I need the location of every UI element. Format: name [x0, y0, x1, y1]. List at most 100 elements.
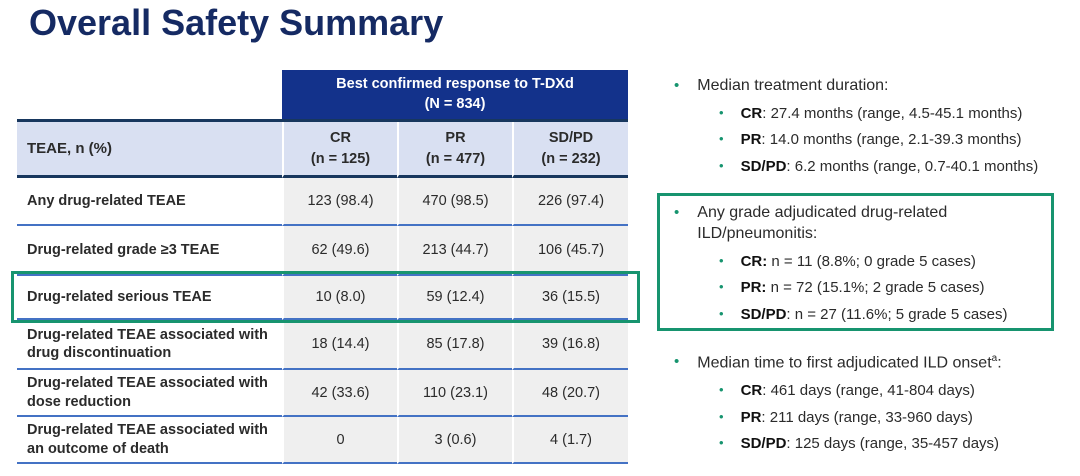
bullet-sub-text: CR: 461 days (range, 41-804 days): [741, 381, 975, 401]
bullet-icon: •: [719, 382, 724, 398]
bullet-sub-text: SD/PD: 125 days (range, 35-457 days): [741, 434, 999, 454]
page-title: Overall Safety Summary: [29, 2, 444, 43]
table-corner-spacer: [17, 70, 282, 122]
table-cell: 36 (15.5): [512, 276, 628, 320]
bullet-sub-item: • CR: 27.4 months (range, 4.5-45.1 month…: [719, 104, 1080, 124]
table-cell: 226 (97.4): [512, 178, 628, 226]
bullet-head-text: Median time to first adjudicated ILD ons…: [697, 352, 1001, 374]
column-header-cr-line2: (n = 125): [310, 150, 371, 167]
bullet-sub-text: SD/PD: 6.2 months (range, 0.7-40.1 month…: [741, 157, 1039, 177]
table-cell: 4 (1.7): [512, 417, 628, 464]
safety-summary-table: Best confirmed response to T-DXd (N = 83…: [17, 70, 628, 464]
table-cell: 39 (16.8): [512, 320, 628, 370]
response-value: : 14.0 months (range, 2.1-39.3 months): [761, 131, 1022, 149]
table-row-label: Drug-related TEAE associated with an out…: [17, 417, 282, 464]
bullet-head: • Median time to first adjudicated ILD o…: [674, 352, 1080, 374]
response-label: PR: [740, 408, 762, 426]
bullet-sub-item: • SD/PD: 6.2 months (range, 0.7-40.1 mon…: [719, 157, 1080, 177]
response-label: PR: [740, 131, 762, 149]
footnote-marker: a: [991, 353, 998, 364]
bullet-icon: •: [719, 131, 724, 147]
table-row-label: Any drug-related TEAE: [17, 178, 282, 226]
column-header-pr-line2: (n = 477): [425, 150, 486, 167]
response-value: : 125 days (range, 35-457 days): [786, 435, 1000, 453]
bullet-sub-text: PR: n = 72 (15.1%; 2 grade 5 cases): [741, 278, 985, 298]
column-header-teae: TEAE, n (%): [17, 122, 282, 178]
response-label: SD/PD: [740, 305, 787, 323]
response-label: SD/PD: [740, 157, 787, 175]
bullet-head: • Any grade adjudicated drug-related ILD…: [674, 203, 1047, 245]
span-header-line2: (N = 834): [424, 95, 486, 112]
response-label: SD/PD: [740, 435, 787, 453]
table-cell: 0: [282, 417, 397, 464]
bullet-icon: •: [719, 104, 724, 120]
table-cell: 18 (14.4): [282, 320, 397, 370]
response-label: PR:: [740, 279, 767, 297]
response-label: CR:: [740, 252, 768, 270]
table-cell: 48 (20.7): [512, 370, 628, 417]
bullet-icon: •: [719, 305, 724, 321]
response-label: CR: [740, 104, 763, 122]
span-header-line1: Best confirmed response to T-DXd: [336, 75, 574, 92]
response-label: CR: [740, 382, 763, 400]
bullet-icon: •: [719, 157, 724, 173]
head-suffix: :: [997, 354, 1002, 372]
response-value: : 211 days (range, 33-960 days): [761, 408, 973, 426]
bullet-head: • Median treatment duration:: [674, 76, 1080, 97]
bullet-sub-text: CR: 27.4 months (range, 4.5-45.1 months): [741, 104, 1023, 124]
table-cell: 110 (23.1): [397, 370, 512, 417]
column-header-cr: CR (n = 125): [282, 122, 397, 178]
table-cell: 62 (49.6): [282, 226, 397, 276]
table-cell: 10 (8.0): [282, 276, 397, 320]
bullet-head-text: Median treatment duration:: [697, 77, 889, 94]
bullet-icon: •: [719, 435, 724, 451]
response-value: : n = 27 (11.6%; 5 grade 5 cases): [786, 305, 1008, 323]
column-header-sdpd: SD/PD (n = 232): [512, 122, 628, 178]
table-cell: 59 (12.4): [397, 276, 512, 320]
table-cell: 106 (45.7): [512, 226, 628, 276]
table-cell: 213 (44.7): [397, 226, 512, 276]
bullet-icon: •: [719, 408, 724, 424]
table-cell: 42 (33.6): [282, 370, 397, 417]
bullet-group-treatment-duration: • Median treatment duration: • CR: 27.4 …: [674, 76, 1080, 176]
bullet-icon: •: [674, 204, 680, 221]
column-header-pr: PR (n = 477): [397, 122, 512, 178]
table-row-label: Drug-related TEAE associated with dose r…: [17, 370, 282, 417]
bullet-group-ild-onset: • Median time to first adjudicated ILD o…: [674, 352, 1080, 454]
bullet-icon: •: [674, 353, 680, 370]
column-header-pr-line1: PR: [445, 130, 466, 147]
response-value: : 461 days (range, 41-804 days): [762, 382, 975, 400]
bullet-head-text: Any grade adjudicated drug-related ILD/p…: [697, 204, 948, 242]
column-header-sdpd-line1: SD/PD: [548, 130, 594, 147]
response-value: : 27.4 months (range, 4.5-45.1 months): [762, 104, 1023, 122]
table-row-label: Drug-related TEAE associated with drug d…: [17, 320, 282, 370]
table-cell: 85 (17.8): [397, 320, 512, 370]
bullet-sub-item: • CR: n = 11 (8.8%; 0 grade 5 cases): [719, 252, 1047, 272]
bullet-icon: •: [674, 77, 680, 94]
table-row-label: Drug-related grade ≥3 TEAE: [17, 226, 282, 276]
column-header-cr-line1: CR: [330, 130, 351, 147]
table-row-label: Drug-related serious TEAE: [17, 276, 282, 320]
bullet-sub-item: • SD/PD: 125 days (range, 35-457 days): [719, 434, 1080, 454]
bullet-sub-item: • PR: 14.0 months (range, 2.1-39.3 month…: [719, 130, 1080, 150]
bullet-sub-text: PR: 211 days (range, 33-960 days): [741, 408, 973, 428]
response-value: : 6.2 months (range, 0.7-40.1 months): [786, 157, 1039, 175]
bullet-sub-item: • SD/PD: n = 27 (11.6%; 5 grade 5 cases): [719, 305, 1047, 325]
bullet-icon: •: [719, 279, 724, 295]
bullet-sub-text: CR: n = 11 (8.8%; 0 grade 5 cases): [741, 252, 976, 272]
bullet-icon: •: [719, 252, 724, 268]
bullet-sub-item: • PR: 211 days (range, 33-960 days): [719, 408, 1080, 428]
column-header-sdpd-line2: (n = 232): [541, 150, 601, 167]
head-main: Median time to first adjudicated ILD ons…: [697, 354, 992, 372]
table-cell: 470 (98.5): [397, 178, 512, 226]
table-span-header: Best confirmed response to T-DXd (N = 83…: [282, 70, 628, 122]
response-value: n = 11 (8.8%; 0 grade 5 cases): [767, 252, 976, 270]
bullet-sub-text: SD/PD: n = 27 (11.6%; 5 grade 5 cases): [741, 305, 1008, 325]
highlight-box-ild-pneumonitis: • Any grade adjudicated drug-related ILD…: [657, 193, 1054, 331]
bullet-sub-item: • CR: 461 days (range, 41-804 days): [719, 381, 1080, 401]
table-cell: 123 (98.4): [282, 178, 397, 226]
response-value: n = 72 (15.1%; 2 grade 5 cases): [766, 279, 985, 297]
bullet-sub-text: PR: 14.0 months (range, 2.1-39.3 months): [741, 130, 1022, 150]
bullet-sub-item: • PR: n = 72 (15.1%; 2 grade 5 cases): [719, 278, 1047, 298]
table-cell: 3 (0.6): [397, 417, 512, 464]
